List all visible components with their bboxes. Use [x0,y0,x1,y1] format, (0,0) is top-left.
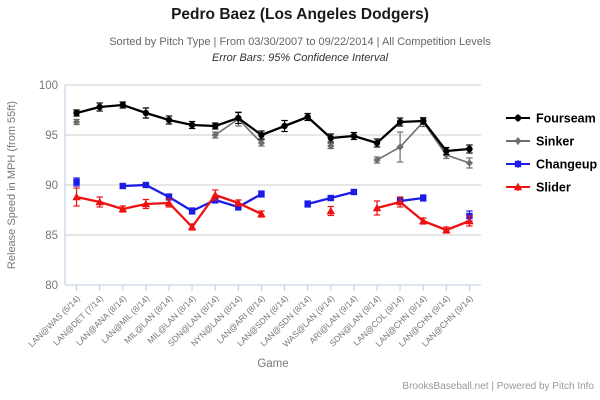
legend-label: Sinker [536,135,574,149]
x-axis-tick-labels: LAN@WAS (5/14)LAN@DET (7/14)LAN@ANA (8/1… [26,293,475,349]
series-fourseam [73,101,473,156]
series-changeup [73,177,473,222]
y-axis-title: Release Speed in MPH (from 55ft) [6,101,18,269]
legend: Fourseam Sinker Changeup Slider [506,112,597,195]
legend-label: Slider [536,181,571,195]
y-axis-tick-labels: 100 95 90 85 80 [39,80,58,292]
legend-item-changeup: Changeup [506,158,597,172]
svg-text:80: 80 [45,280,58,292]
legend-item-fourseam: Fourseam [506,112,596,126]
chart-subtitle: Sorted by Pitch Type | From 03/30/2007 t… [109,36,491,48]
axis-titles: Release Speed in MPH (from 55ft) Game [6,101,289,370]
svg-text:95: 95 [45,130,58,142]
legend-label: Fourseam [536,112,596,126]
footer-credit: BrooksBaseball.net | Powered by Pitch In… [402,381,594,392]
series-slider [72,187,474,234]
svg-text:100: 100 [39,80,58,92]
legend-item-slider: Slider [506,181,571,195]
error-bars-note: Error Bars: 95% Confidence Interval [211,52,389,64]
page-title: Pedro Baez (Los Angeles Dodgers) [171,6,429,23]
svg-text:90: 90 [45,180,58,192]
svg-text:85: 85 [45,230,58,242]
legend-label: Changeup [536,158,597,172]
x-axis-title: Game [257,358,288,370]
legend-item-sinker: Sinker [506,135,574,149]
axes [64,85,481,291]
